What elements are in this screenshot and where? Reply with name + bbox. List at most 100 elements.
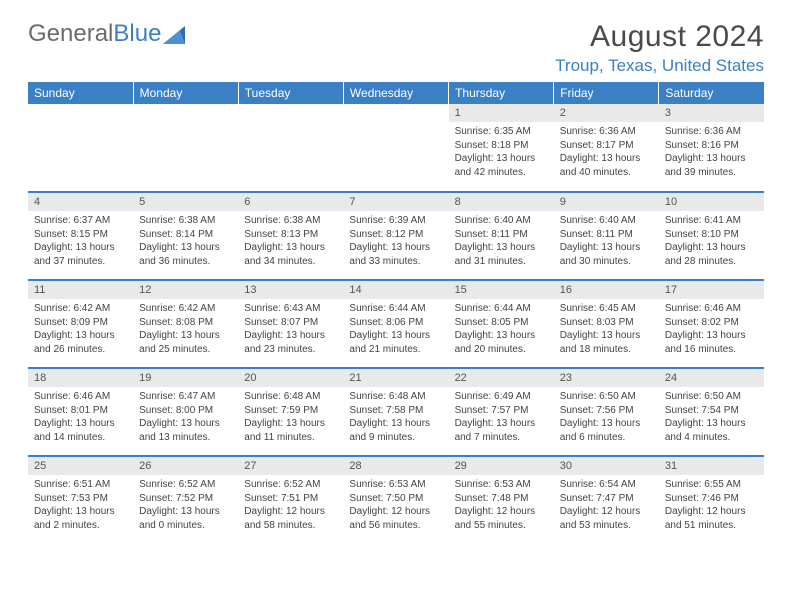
daylight-text: Daylight: 13 hours and 18 minutes. — [560, 329, 653, 356]
calendar-day-cell: 20Sunrise: 6:48 AMSunset: 7:59 PMDayligh… — [238, 368, 343, 456]
daylight-text: Daylight: 13 hours and 21 minutes. — [349, 329, 442, 356]
day-number: 6 — [238, 193, 343, 211]
weekday-header: Friday — [554, 82, 659, 104]
calendar-day-cell: 8Sunrise: 6:40 AMSunset: 8:11 PMDaylight… — [449, 192, 554, 280]
daylight-text: Daylight: 13 hours and 30 minutes. — [560, 241, 653, 268]
day-number: 15 — [449, 281, 554, 299]
sunset-text: Sunset: 8:05 PM — [455, 316, 548, 330]
sunrise-text: Sunrise: 6:53 AM — [349, 478, 442, 492]
sunrise-text: Sunrise: 6:36 AM — [560, 125, 653, 139]
daylight-text: Daylight: 13 hours and 7 minutes. — [455, 417, 548, 444]
calendar-day-cell: 15Sunrise: 6:44 AMSunset: 8:05 PMDayligh… — [449, 280, 554, 368]
daylight-text: Daylight: 12 hours and 53 minutes. — [560, 505, 653, 532]
sunrise-text: Sunrise: 6:46 AM — [34, 390, 127, 404]
daylight-text: Daylight: 12 hours and 58 minutes. — [244, 505, 337, 532]
daylight-text: Daylight: 13 hours and 28 minutes. — [665, 241, 758, 268]
calendar-day-cell — [28, 104, 133, 192]
sunset-text: Sunset: 8:11 PM — [455, 228, 548, 242]
weekday-header: Thursday — [449, 82, 554, 104]
sunset-text: Sunset: 8:07 PM — [244, 316, 337, 330]
brand-part2: Blue — [113, 20, 161, 48]
calendar-day-cell: 30Sunrise: 6:54 AMSunset: 7:47 PMDayligh… — [554, 456, 659, 544]
calendar-day-cell: 9Sunrise: 6:40 AMSunset: 8:11 PMDaylight… — [554, 192, 659, 280]
daylight-text: Daylight: 13 hours and 37 minutes. — [34, 241, 127, 268]
sunrise-text: Sunrise: 6:50 AM — [665, 390, 758, 404]
day-details: Sunrise: 6:49 AMSunset: 7:57 PMDaylight:… — [449, 387, 554, 448]
day-number: 23 — [554, 369, 659, 387]
daylight-text: Daylight: 13 hours and 13 minutes. — [139, 417, 232, 444]
day-number — [343, 104, 448, 122]
page-header: GeneralBlue August 2024 Troup, Texas, Un… — [28, 20, 764, 76]
calendar-day-cell: 7Sunrise: 6:39 AMSunset: 8:12 PMDaylight… — [343, 192, 448, 280]
daylight-text: Daylight: 13 hours and 23 minutes. — [244, 329, 337, 356]
sunrise-text: Sunrise: 6:38 AM — [139, 214, 232, 228]
day-number: 30 — [554, 457, 659, 475]
calendar-week-row: 25Sunrise: 6:51 AMSunset: 7:53 PMDayligh… — [28, 456, 764, 544]
sunrise-text: Sunrise: 6:45 AM — [560, 302, 653, 316]
calendar-day-cell: 10Sunrise: 6:41 AMSunset: 8:10 PMDayligh… — [659, 192, 764, 280]
day-details: Sunrise: 6:40 AMSunset: 8:11 PMDaylight:… — [449, 211, 554, 272]
daylight-text: Daylight: 13 hours and 31 minutes. — [455, 241, 548, 268]
sunset-text: Sunset: 8:15 PM — [34, 228, 127, 242]
daylight-text: Daylight: 13 hours and 39 minutes. — [665, 152, 758, 179]
day-number: 28 — [343, 457, 448, 475]
day-number: 14 — [343, 281, 448, 299]
sunset-text: Sunset: 7:50 PM — [349, 492, 442, 506]
sunrise-text: Sunrise: 6:40 AM — [560, 214, 653, 228]
sunrise-text: Sunrise: 6:47 AM — [139, 390, 232, 404]
location-text: Troup, Texas, United States — [555, 56, 764, 76]
calendar-day-cell: 24Sunrise: 6:50 AMSunset: 7:54 PMDayligh… — [659, 368, 764, 456]
calendar-table: Sunday Monday Tuesday Wednesday Thursday… — [28, 82, 764, 544]
calendar-day-cell: 16Sunrise: 6:45 AMSunset: 8:03 PMDayligh… — [554, 280, 659, 368]
title-block: August 2024 Troup, Texas, United States — [555, 20, 764, 76]
daylight-text: Daylight: 13 hours and 36 minutes. — [139, 241, 232, 268]
sunset-text: Sunset: 8:17 PM — [560, 139, 653, 153]
day-number: 19 — [133, 369, 238, 387]
calendar-week-row: 4Sunrise: 6:37 AMSunset: 8:15 PMDaylight… — [28, 192, 764, 280]
sunset-text: Sunset: 8:16 PM — [665, 139, 758, 153]
day-number: 13 — [238, 281, 343, 299]
calendar-day-cell — [238, 104, 343, 192]
daylight-text: Daylight: 13 hours and 9 minutes. — [349, 417, 442, 444]
day-details: Sunrise: 6:52 AMSunset: 7:52 PMDaylight:… — [133, 475, 238, 536]
sunset-text: Sunset: 7:58 PM — [349, 404, 442, 418]
sunrise-text: Sunrise: 6:48 AM — [244, 390, 337, 404]
brand-triangle-icon — [163, 26, 185, 44]
sunset-text: Sunset: 8:02 PM — [665, 316, 758, 330]
day-details: Sunrise: 6:44 AMSunset: 8:05 PMDaylight:… — [449, 299, 554, 360]
day-number: 7 — [343, 193, 448, 211]
day-number: 12 — [133, 281, 238, 299]
sunset-text: Sunset: 8:12 PM — [349, 228, 442, 242]
day-details: Sunrise: 6:44 AMSunset: 8:06 PMDaylight:… — [343, 299, 448, 360]
calendar-day-cell — [343, 104, 448, 192]
sunset-text: Sunset: 8:03 PM — [560, 316, 653, 330]
sunset-text: Sunset: 8:06 PM — [349, 316, 442, 330]
day-number: 10 — [659, 193, 764, 211]
day-number: 25 — [28, 457, 133, 475]
calendar-body: 1Sunrise: 6:35 AMSunset: 8:18 PMDaylight… — [28, 104, 764, 544]
day-number: 17 — [659, 281, 764, 299]
calendar-day-cell: 27Sunrise: 6:52 AMSunset: 7:51 PMDayligh… — [238, 456, 343, 544]
calendar-day-cell: 18Sunrise: 6:46 AMSunset: 8:01 PMDayligh… — [28, 368, 133, 456]
daylight-text: Daylight: 12 hours and 51 minutes. — [665, 505, 758, 532]
calendar-day-cell: 11Sunrise: 6:42 AMSunset: 8:09 PMDayligh… — [28, 280, 133, 368]
calendar-day-cell: 3Sunrise: 6:36 AMSunset: 8:16 PMDaylight… — [659, 104, 764, 192]
sunrise-text: Sunrise: 6:52 AM — [139, 478, 232, 492]
day-details: Sunrise: 6:47 AMSunset: 8:00 PMDaylight:… — [133, 387, 238, 448]
daylight-text: Daylight: 13 hours and 40 minutes. — [560, 152, 653, 179]
sunrise-text: Sunrise: 6:36 AM — [665, 125, 758, 139]
daylight-text: Daylight: 13 hours and 42 minutes. — [455, 152, 548, 179]
day-details: Sunrise: 6:55 AMSunset: 7:46 PMDaylight:… — [659, 475, 764, 536]
daylight-text: Daylight: 13 hours and 16 minutes. — [665, 329, 758, 356]
day-details: Sunrise: 6:37 AMSunset: 8:15 PMDaylight:… — [28, 211, 133, 272]
calendar-day-cell: 22Sunrise: 6:49 AMSunset: 7:57 PMDayligh… — [449, 368, 554, 456]
day-details: Sunrise: 6:42 AMSunset: 8:09 PMDaylight:… — [28, 299, 133, 360]
sunset-text: Sunset: 8:14 PM — [139, 228, 232, 242]
daylight-text: Daylight: 13 hours and 20 minutes. — [455, 329, 548, 356]
day-details: Sunrise: 6:36 AMSunset: 8:17 PMDaylight:… — [554, 122, 659, 183]
sunset-text: Sunset: 8:18 PM — [455, 139, 548, 153]
daylight-text: Daylight: 13 hours and 0 minutes. — [139, 505, 232, 532]
calendar-day-cell: 6Sunrise: 6:38 AMSunset: 8:13 PMDaylight… — [238, 192, 343, 280]
sunset-text: Sunset: 7:57 PM — [455, 404, 548, 418]
day-details: Sunrise: 6:50 AMSunset: 7:54 PMDaylight:… — [659, 387, 764, 448]
